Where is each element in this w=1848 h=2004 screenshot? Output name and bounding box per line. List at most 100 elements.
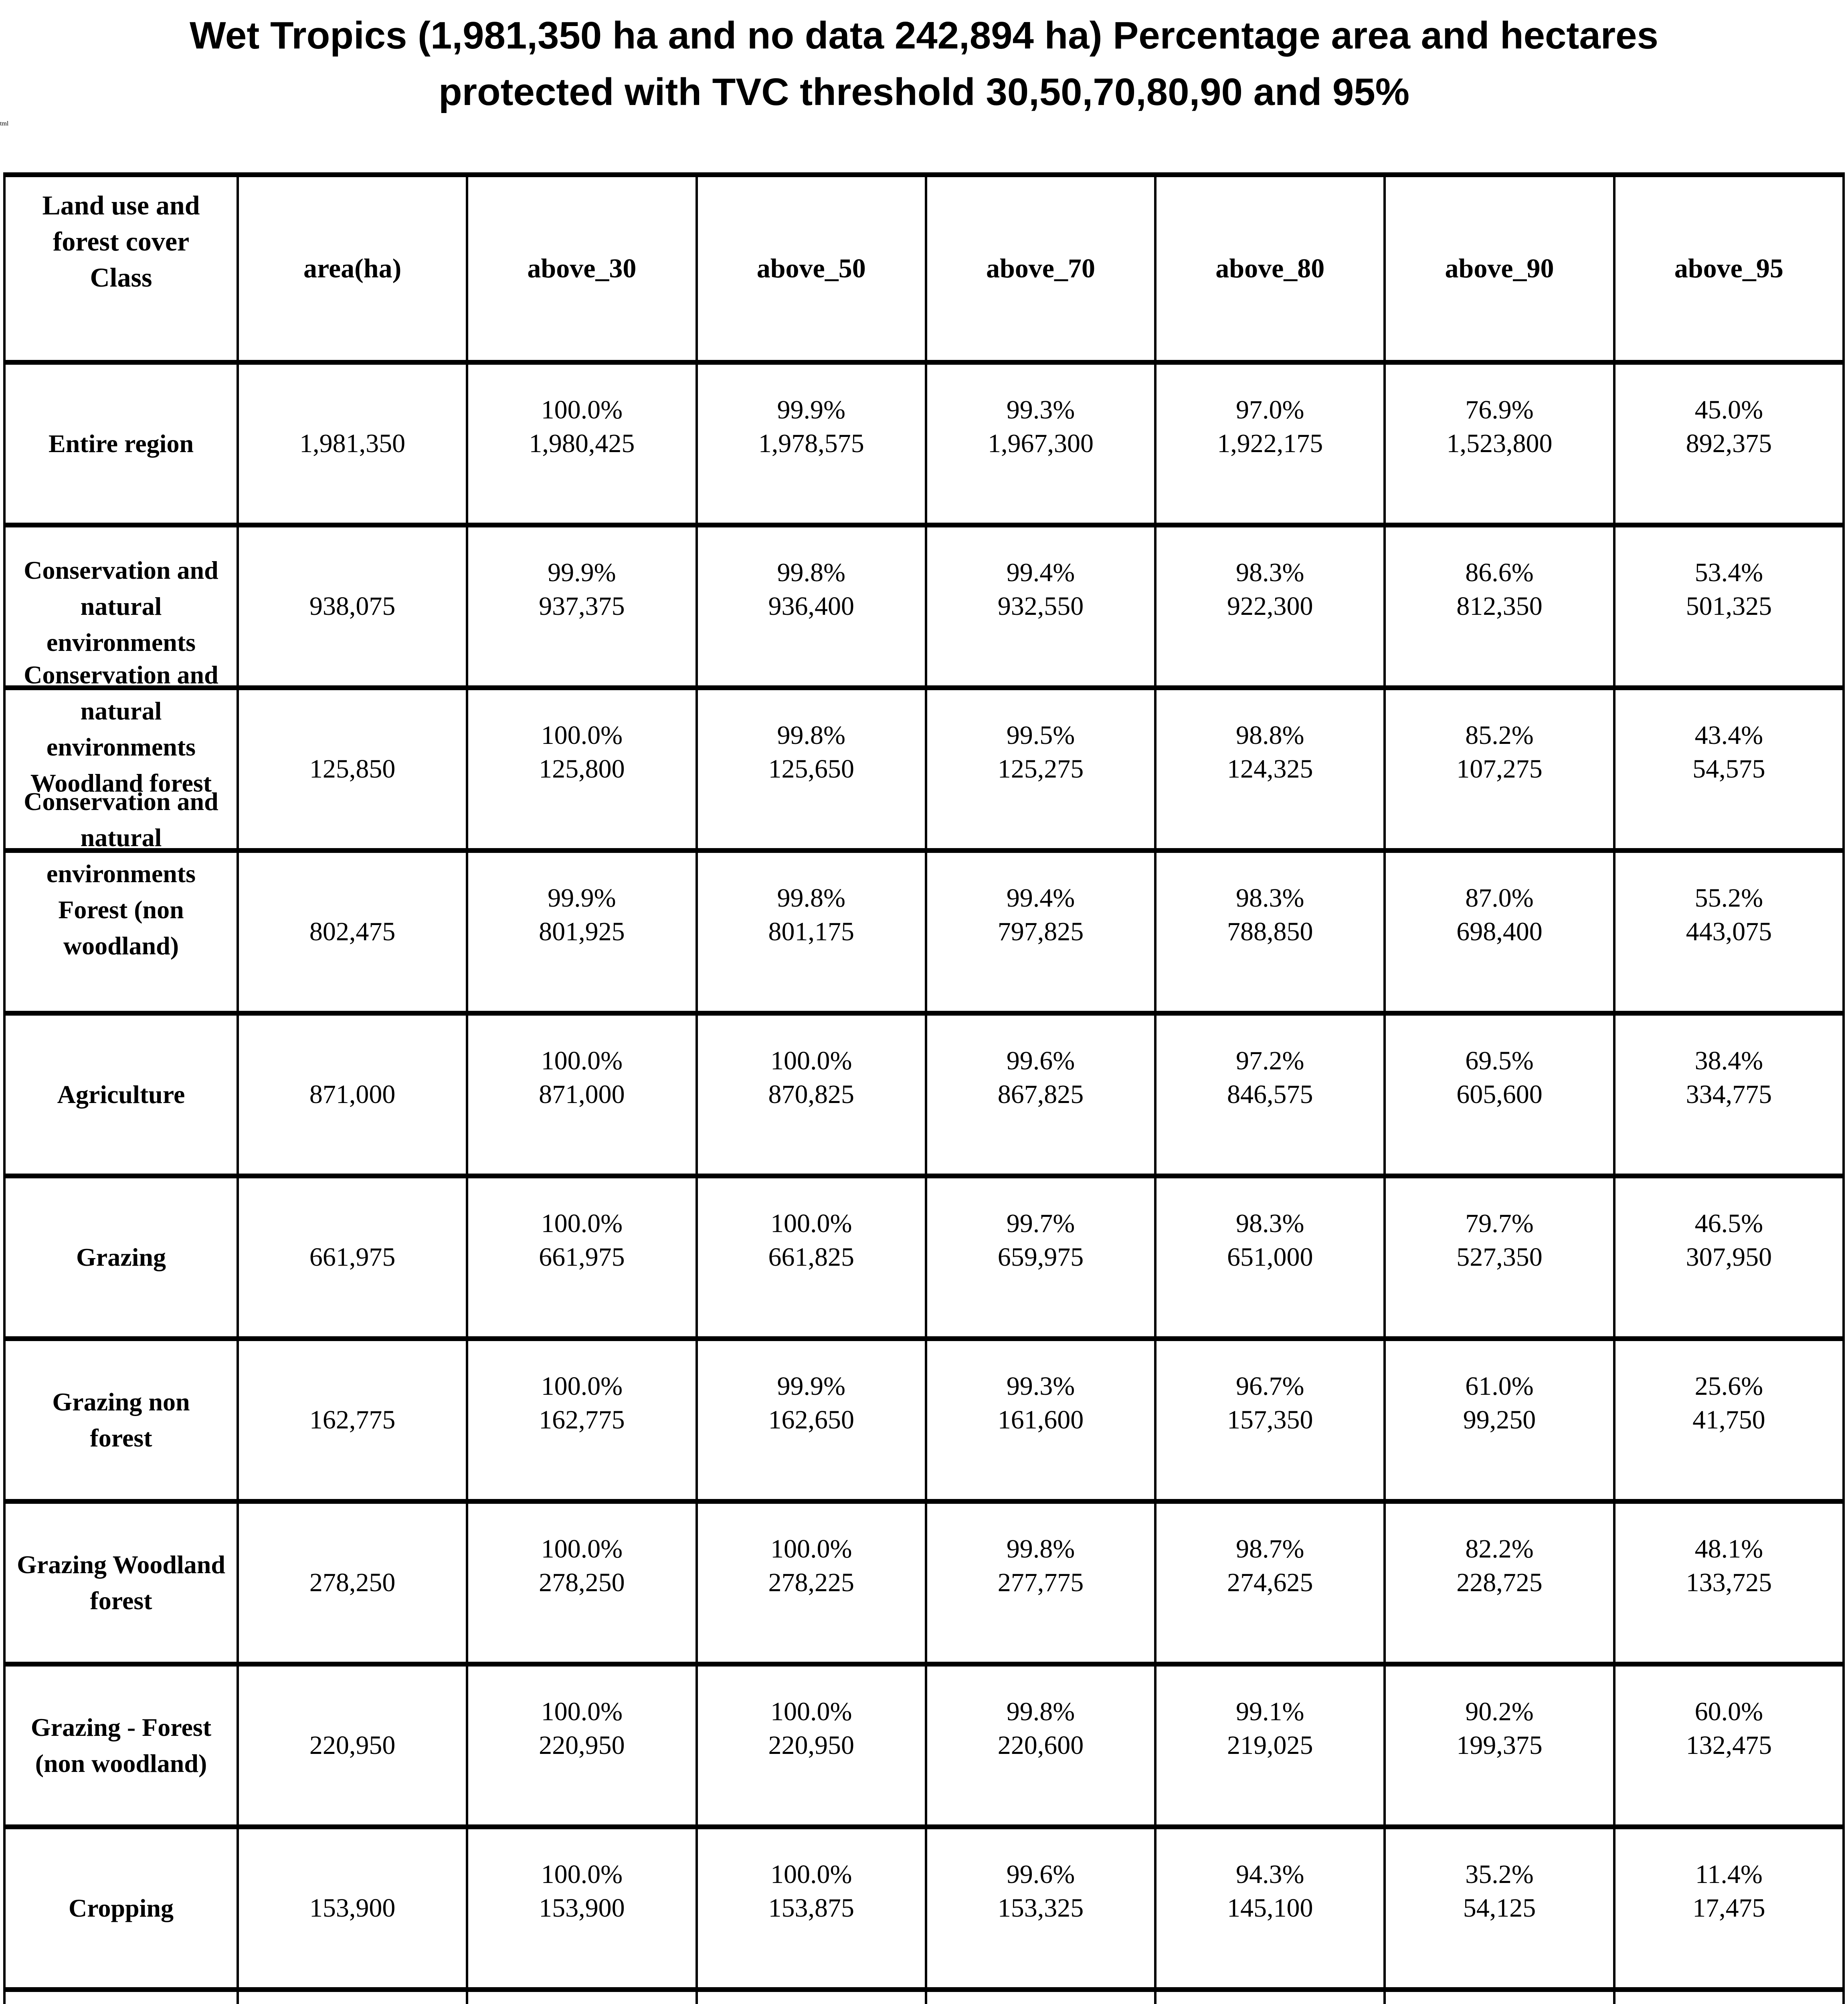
column-header-above_30: above_30 xyxy=(466,172,698,365)
threshold-cell-above_50: 99.9% 162,650 xyxy=(695,1336,927,1504)
threshold-cell-above_90: 35.2% 54,125 xyxy=(1383,1824,1615,1992)
threshold-cell-above_70: 99.5% 125,275 xyxy=(924,685,1157,853)
column-header-above_90: above_90 xyxy=(1383,172,1615,365)
threshold-cell-above_30: 100.0% 1,980,425 xyxy=(466,360,698,528)
threshold-cell-above_50: 99.8% 801,175 xyxy=(695,848,927,1016)
area-value: 1,981,350 xyxy=(299,429,406,459)
threshold-cell-above_90: 90.2% 199,375 xyxy=(1383,1662,1615,1830)
area-value: 162,775 xyxy=(309,1405,396,1435)
threshold-cell-above_90: 87.0% 698,400 xyxy=(1383,848,1615,1016)
hectares-value: 892,375 xyxy=(1686,429,1772,459)
column-header-area(ha): area(ha) xyxy=(236,172,469,365)
table-row: Agriculture 871,000 100.0% 871,000 100.0% 870… xyxy=(3,1011,1845,1179)
threshold-cell-above_80: 94.3% 145,100 xyxy=(1154,1824,1386,1992)
threshold-cell-above_50: 99.8% 125,650 xyxy=(695,685,927,853)
threshold-cell-above_70: 99.8% 277,775 xyxy=(924,1499,1157,1667)
threshold-cell-above_90: 69.5% 605,600 xyxy=(1383,1011,1615,1179)
percent-value: 99.6% xyxy=(1006,1046,1075,1076)
row-label: Grazing non forest xyxy=(3,1336,239,1504)
threshold-cell-above_80: 97.2% 846,575 xyxy=(1154,1011,1386,1179)
area-cell: 938,075 xyxy=(236,523,469,691)
threshold-cell-above_70: 99.8% 220,600 xyxy=(924,1662,1157,1830)
area-value: 802,475 xyxy=(309,917,396,947)
hectares-value: 133,725 xyxy=(1686,1568,1772,1598)
percent-value: 100.0% xyxy=(770,1534,852,1564)
percent-value: 99.5% xyxy=(1006,721,1075,750)
percent-value: 25.6% xyxy=(1694,1372,1763,1401)
hectares-value: 54,575 xyxy=(1692,754,1765,784)
area-cell: 661,975 xyxy=(236,1174,469,1341)
corner-header-label: Land use and forest cover Class xyxy=(42,190,200,293)
column-header-label: above_80 xyxy=(1215,253,1325,284)
threshold-cell-above_90: 76.9% 1,523,800 xyxy=(1383,360,1615,528)
column-header-label: above_50 xyxy=(756,253,866,284)
threshold-cell-above_70: 99.4% 797,825 xyxy=(924,848,1157,1016)
column-header-above_80: above_80 xyxy=(1154,172,1386,365)
threshold-cell-above_95: 53.4% 501,325 xyxy=(1613,523,1845,691)
threshold-cell-above_30: 100.0% 153,900 xyxy=(466,1824,698,1992)
hectares-value: 17,475 xyxy=(1692,1893,1765,1923)
hectares-value: 1,523,800 xyxy=(1446,429,1553,459)
hectares-value: 162,775 xyxy=(539,1405,625,1435)
threshold-cell-above_95: 48.1% 133,725 xyxy=(1613,1499,1845,1667)
row-label-text: Conservation and natural environments xyxy=(24,556,218,657)
percent-value: 76.9% xyxy=(1465,395,1534,425)
row-label: Entire region xyxy=(3,360,239,528)
percent-value: 98.3% xyxy=(1236,883,1304,913)
percent-value: 46.5% xyxy=(1694,1209,1763,1238)
percent-value: 60.0% xyxy=(1694,1697,1763,1727)
column-header-above_95: above_95 xyxy=(1613,172,1845,365)
row-label-text: Cropping xyxy=(68,1894,174,1923)
table-row: Irrigation55,100100.0%55,100100.0%55,100… xyxy=(3,1987,1845,2004)
row-label: Agriculture xyxy=(3,1011,239,1179)
percent-value: 87.0% xyxy=(1465,883,1534,913)
hectares-value: 937,375 xyxy=(539,592,625,621)
percent-value: 98.3% xyxy=(1236,1209,1304,1238)
hectares-value: 1,980,425 xyxy=(529,429,635,459)
table-row: Grazing 661,975 100.0% 661,975 100.0% 661,825… xyxy=(3,1174,1845,1341)
table-row: Grazing Woodland forest 278,250 100.0% 278,… xyxy=(3,1499,1845,1667)
threshold-cell-above_50: 99.8% 936,400 xyxy=(695,523,927,691)
hectares-value: 936,400 xyxy=(768,592,854,621)
threshold-cell-above_90: 43.7%24,100 xyxy=(1383,1987,1615,2004)
threshold-cell-above_70: 99.6% 153,325 xyxy=(924,1824,1157,1992)
table-row: Conservation and natural environments Wo… xyxy=(3,661,1845,853)
threshold-cell-above_70: 99.6% 867,825 xyxy=(924,1011,1157,1179)
column-header-label: area(ha) xyxy=(303,253,402,284)
threshold-cell-above_30: 99.9% 937,375 xyxy=(466,523,698,691)
percent-value: 85.2% xyxy=(1465,721,1534,750)
area-cell: 802,475 xyxy=(236,848,469,1016)
percent-value: 98.8% xyxy=(1236,721,1304,750)
percent-value: 48.1% xyxy=(1694,1534,1763,1564)
threshold-cell-above_95: 60.0% 132,475 xyxy=(1613,1662,1845,1830)
threshold-cell-above_95: 38.4% 334,775 xyxy=(1613,1011,1845,1179)
hectares-value: 199,375 xyxy=(1456,1731,1543,1760)
threshold-cell-above_80: 98.8% 124,325 xyxy=(1154,685,1386,853)
hectares-value: 278,250 xyxy=(539,1568,625,1598)
percent-value: 100.0% xyxy=(541,1209,623,1238)
percent-value: 99.3% xyxy=(1006,1372,1075,1401)
threshold-cell-above_30: 100.0%55,100 xyxy=(466,1987,698,2004)
hectares-value: 161,600 xyxy=(997,1405,1084,1435)
column-header-label: above_30 xyxy=(527,253,637,284)
threshold-cell-above_50: 100.0% 661,825 xyxy=(695,1174,927,1341)
hectares-value: 867,825 xyxy=(997,1080,1084,1109)
percent-value: 55.2% xyxy=(1694,883,1763,913)
threshold-cell-above_95: 11.4% 17,475 xyxy=(1613,1824,1845,1992)
area-value: 661,975 xyxy=(309,1242,396,1272)
row-label: Grazing - Forest (non woodland) xyxy=(3,1662,239,1830)
row-label-text: Conservation and natural environments Wo… xyxy=(24,661,218,798)
percent-value: 79.7% xyxy=(1465,1209,1534,1238)
hectares-value: 812,350 xyxy=(1456,592,1543,621)
percent-value: 100.0% xyxy=(541,1697,623,1727)
area-cell: 162,775 xyxy=(236,1336,469,1504)
row-label-text: Grazing Woodland forest xyxy=(17,1550,225,1615)
row-label-text: Grazing xyxy=(76,1243,166,1272)
area-cell: 153,900 xyxy=(236,1824,469,1992)
hectares-value: 220,950 xyxy=(539,1731,625,1760)
percent-value: 99.9% xyxy=(777,1372,845,1401)
percent-value: 100.0% xyxy=(541,1534,623,1564)
threshold-cell-above_95: 46.5% 307,950 xyxy=(1613,1174,1845,1341)
hectares-value: 228,725 xyxy=(1456,1568,1543,1598)
hectares-value: 659,975 xyxy=(997,1242,1084,1272)
